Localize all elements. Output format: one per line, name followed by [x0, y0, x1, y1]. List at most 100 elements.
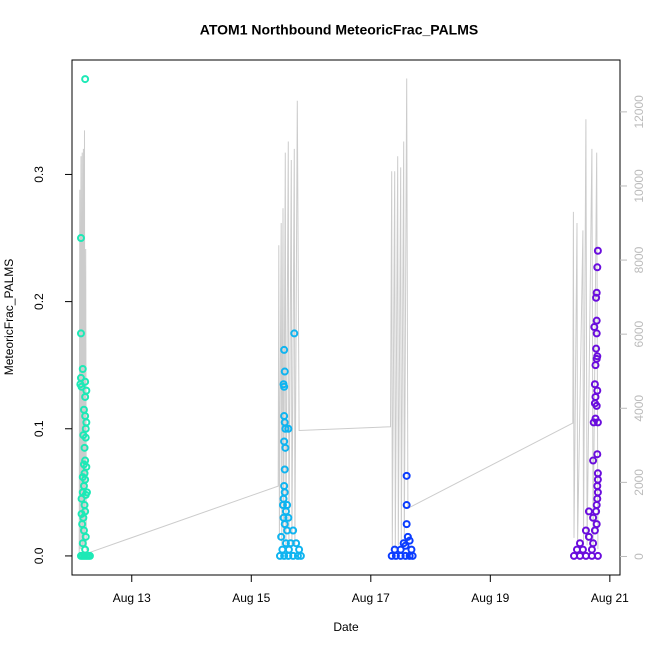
x-tick-label: Aug 15	[232, 591, 270, 605]
point	[403, 532, 412, 541]
point	[405, 536, 414, 545]
point	[593, 450, 602, 459]
point	[401, 541, 410, 550]
point	[401, 551, 410, 560]
y-tick-label: 0.1	[32, 420, 46, 437]
point	[283, 501, 292, 510]
point	[281, 424, 290, 433]
point	[581, 526, 590, 535]
point	[589, 513, 598, 522]
point	[284, 424, 293, 433]
point	[590, 526, 599, 535]
point	[396, 551, 405, 560]
point	[592, 501, 601, 510]
point	[77, 382, 86, 391]
point	[277, 532, 286, 541]
point	[81, 532, 90, 541]
point	[284, 513, 293, 522]
point	[278, 501, 287, 510]
y2-tick-label: 6000	[632, 321, 646, 348]
point	[78, 539, 87, 548]
point	[278, 545, 287, 554]
y2-tick-label: 2000	[632, 469, 646, 496]
y2-tick-label: 0	[632, 553, 646, 560]
point	[280, 418, 289, 427]
point	[592, 329, 601, 338]
y2-tick-label: 10000	[632, 169, 646, 203]
point	[275, 551, 284, 560]
point	[590, 323, 599, 332]
point	[290, 329, 299, 338]
point	[592, 401, 601, 410]
point	[575, 539, 584, 548]
point	[295, 545, 304, 554]
point	[402, 520, 411, 529]
point	[592, 316, 601, 325]
point	[82, 488, 91, 497]
altitude-line	[78, 78, 599, 557]
point	[81, 377, 90, 386]
chart-title: ATOM1 Northbound MeteoricFrac_PALMS	[200, 22, 478, 38]
point	[78, 365, 87, 373]
y-tick-label: 0.0	[32, 547, 46, 564]
point	[591, 361, 600, 370]
x-tick-label: Aug 21	[591, 591, 629, 605]
point	[284, 551, 293, 560]
point	[81, 507, 90, 516]
point	[408, 551, 417, 560]
point	[402, 471, 411, 480]
point	[293, 551, 302, 560]
point	[593, 263, 602, 272]
point	[592, 520, 601, 529]
y-tick-label: 0.3	[32, 166, 46, 183]
point	[592, 344, 601, 353]
point	[592, 293, 601, 302]
point	[289, 551, 298, 560]
plot-box	[71, 59, 621, 576]
point	[391, 551, 400, 560]
point	[76, 329, 85, 338]
point	[296, 551, 305, 560]
point	[81, 433, 90, 442]
point	[280, 345, 289, 354]
point	[584, 507, 593, 516]
point	[292, 539, 301, 548]
point	[81, 545, 90, 554]
point	[280, 465, 289, 474]
point	[280, 551, 289, 560]
point	[589, 456, 598, 465]
point	[281, 507, 290, 516]
point	[587, 545, 596, 554]
x-tick-label: Aug 19	[471, 591, 509, 605]
x-axis-label: Date	[333, 620, 359, 634]
point	[387, 551, 396, 560]
point	[82, 386, 91, 395]
point	[289, 526, 298, 535]
point	[281, 539, 290, 548]
y2-tick-label: 8000	[632, 246, 646, 273]
point	[280, 488, 289, 497]
point	[592, 507, 601, 516]
point	[593, 246, 602, 255]
point	[281, 443, 290, 452]
point	[589, 418, 598, 427]
point	[584, 532, 593, 541]
point	[85, 551, 94, 560]
point	[405, 551, 414, 560]
point	[81, 75, 90, 84]
y2-tick-label: 4000	[632, 395, 646, 422]
x-tick-label: Aug 13	[113, 591, 151, 605]
point	[593, 551, 602, 560]
point	[80, 443, 89, 452]
y-tick-label: 0.2	[32, 293, 46, 310]
y2-tick-label: 12000	[632, 95, 646, 129]
y-axis-label: MeteoricFrac_PALMS	[2, 259, 16, 375]
point	[280, 367, 289, 376]
point	[76, 234, 85, 243]
point	[407, 545, 416, 554]
point	[590, 380, 599, 389]
point	[593, 418, 602, 427]
point	[284, 545, 293, 554]
point	[578, 545, 587, 554]
